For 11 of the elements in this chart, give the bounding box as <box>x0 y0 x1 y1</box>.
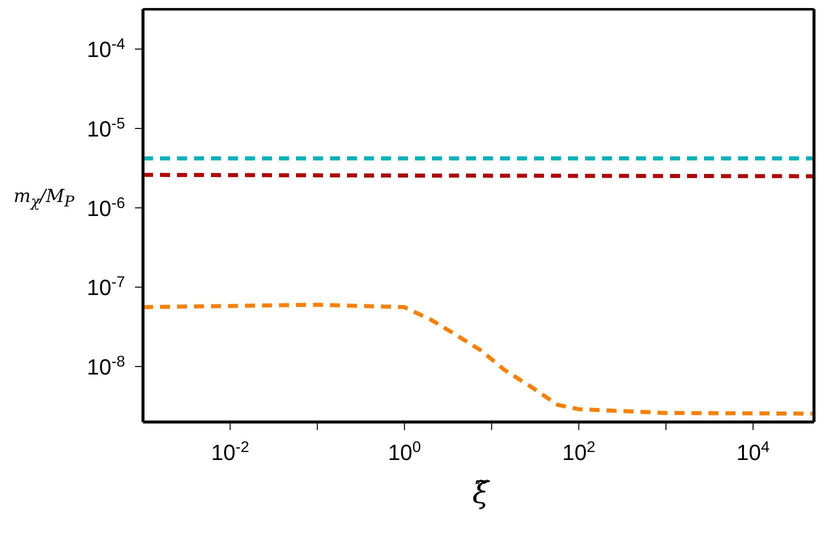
y-tick-label: 10$^{-7}$ <box>86 274 125 300</box>
x-axis-title: ξ̃ <box>472 476 489 511</box>
x-tick-label: 10$^{-2}$ <box>211 438 250 465</box>
y-tick-label: 10$^{-4}$ <box>86 36 126 62</box>
y-axis-title: m$_{χ}$/M$_{P}$ <box>14 186 74 211</box>
y-tick-label: 10$^{-6}$ <box>86 194 125 221</box>
x-tick-label: 10$^{0}$ <box>388 438 421 465</box>
y-tick-label: 10$^{-5}$ <box>86 114 125 142</box>
x-tick-label: 10$^{2}$ <box>562 438 596 465</box>
y-tick-label: 10$^{-8}$ <box>86 353 125 380</box>
x-tick-label: 10$^{4}$ <box>736 438 770 465</box>
